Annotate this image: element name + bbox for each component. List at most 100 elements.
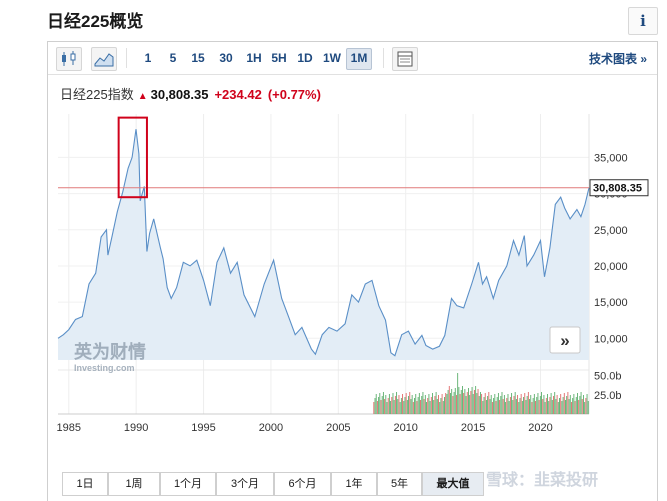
volume-bar: [533, 394, 535, 414]
volume-bar: [414, 398, 415, 414]
volume-bar: [396, 392, 398, 414]
volume-bar: [411, 395, 413, 414]
area-chart-icon[interactable]: [91, 47, 117, 71]
volume-bar: [526, 396, 528, 414]
interval-1d[interactable]: 1D: [297, 51, 313, 65]
volume-bar: [524, 393, 526, 414]
volume-bar: [390, 401, 392, 414]
range-tab-4[interactable]: 6个月: [274, 472, 331, 496]
volume-bar: [477, 389, 479, 414]
scroll-forward-button[interactable]: [549, 326, 581, 354]
volume-bar: [547, 394, 548, 414]
volume-bar: [433, 400, 435, 414]
volume-bar: [545, 398, 547, 414]
x-tick-label: 2000: [259, 422, 283, 434]
volume-bar: [399, 402, 401, 414]
volume-bar: [491, 402, 493, 414]
interval-1h[interactable]: 1H: [246, 51, 262, 65]
interval-1[interactable]: 1: [144, 51, 152, 65]
interval-1m[interactable]: 1M: [346, 48, 372, 70]
tech-chart-link[interactable]: 技术图表 »: [588, 52, 647, 66]
quote-line: 日经225指数 ▲ 30,808.35 +234.42 (+0.77%): [60, 84, 321, 103]
volume-bar: [373, 402, 375, 414]
range-tab-3[interactable]: 3个月: [216, 472, 274, 496]
volume-bar: [459, 394, 461, 414]
volume-bar: [421, 396, 423, 414]
volume-bar: [535, 401, 536, 414]
volume-bar: [563, 393, 565, 414]
volume-bar: [463, 393, 465, 414]
volume-bar: [406, 400, 408, 414]
interval-5[interactable]: 5: [169, 51, 177, 65]
index-price: 30,808.35: [150, 87, 209, 102]
volume-bar: [422, 392, 424, 414]
volume-bar: [445, 393, 447, 414]
volume-bar: [512, 400, 514, 414]
volume-bar: [412, 402, 414, 414]
range-tab-2[interactable]: 1个月: [160, 472, 216, 496]
toolbar-divider: [383, 48, 384, 68]
info-button[interactable]: i: [628, 7, 658, 35]
volume-bar: [408, 396, 410, 414]
price-chart[interactable]: 35,00030,00025,00020,00015,00010,00030,8…: [48, 42, 657, 501]
volume-bar: [427, 398, 429, 414]
price-area-fill: [58, 129, 589, 360]
volume-bar: [517, 395, 519, 414]
range-tab-1[interactable]: 1周: [108, 472, 160, 496]
index-name: 日经225指数: [60, 87, 134, 102]
volume-bar: [554, 392, 556, 414]
price-tick-label: 10,000: [594, 333, 628, 345]
volume-bar: [567, 392, 569, 414]
volume-bar: [440, 398, 442, 414]
volume-bar: [469, 395, 471, 414]
volume-bar: [409, 392, 411, 414]
volume-bar: [473, 390, 475, 414]
volume-bar: [578, 400, 580, 414]
volume-bar: [444, 397, 445, 414]
range-tab-5[interactable]: 1年: [331, 472, 377, 496]
volume-bar: [468, 388, 469, 414]
x-tick-label: 2015: [461, 422, 485, 434]
double-chevron-icon[interactable]: »: [560, 331, 569, 350]
index-change-pct: (+0.77%): [267, 87, 321, 102]
volume-bar: [521, 401, 523, 414]
price-tick-label: 25,000: [594, 225, 628, 237]
volume-bar: [505, 402, 507, 414]
volume-bar: [527, 392, 529, 414]
volume-bar: [450, 393, 451, 414]
volume-bar: [530, 395, 532, 414]
volume-bar: [428, 394, 430, 414]
snowball-watermark: 雪球：韭菜投研: [486, 472, 599, 489]
volume-bar: [462, 386, 463, 414]
table-icon[interactable]: [392, 47, 418, 71]
volume-bar: [379, 393, 381, 414]
volume-bar: [581, 399, 583, 414]
range-tab-6[interactable]: 5年: [377, 472, 422, 496]
volume-bar: [503, 395, 505, 414]
volume-tick-label: 50.0b: [594, 371, 622, 383]
volume-bar: [458, 387, 460, 414]
interval-30[interactable]: 30: [219, 51, 233, 65]
volume-bar: [515, 399, 517, 414]
volume-bar: [543, 395, 545, 414]
volume-bar: [585, 398, 587, 414]
volume-bar: [548, 401, 550, 414]
interval-5h[interactable]: 5H: [271, 51, 287, 65]
volume-bar: [501, 392, 503, 414]
range-tab-0[interactable]: 1日: [62, 472, 108, 496]
x-tick-label: 2010: [393, 422, 417, 434]
volume-bar: [489, 399, 491, 414]
volume-bar: [544, 402, 546, 414]
range-tab-7[interactable]: 最大值: [422, 472, 484, 496]
interval-1w[interactable]: 1W: [323, 51, 341, 65]
interval-15[interactable]: 15: [191, 51, 205, 65]
volume-bar: [500, 396, 502, 414]
volume-bar: [566, 396, 568, 414]
volume-bar: [460, 390, 462, 414]
volume-bar: [555, 399, 557, 414]
candlestick-icon[interactable]: [56, 47, 82, 71]
volume-bar: [436, 399, 438, 414]
volume-bar: [496, 397, 498, 414]
volume-bar: [402, 394, 404, 414]
volume-bar: [580, 392, 582, 414]
